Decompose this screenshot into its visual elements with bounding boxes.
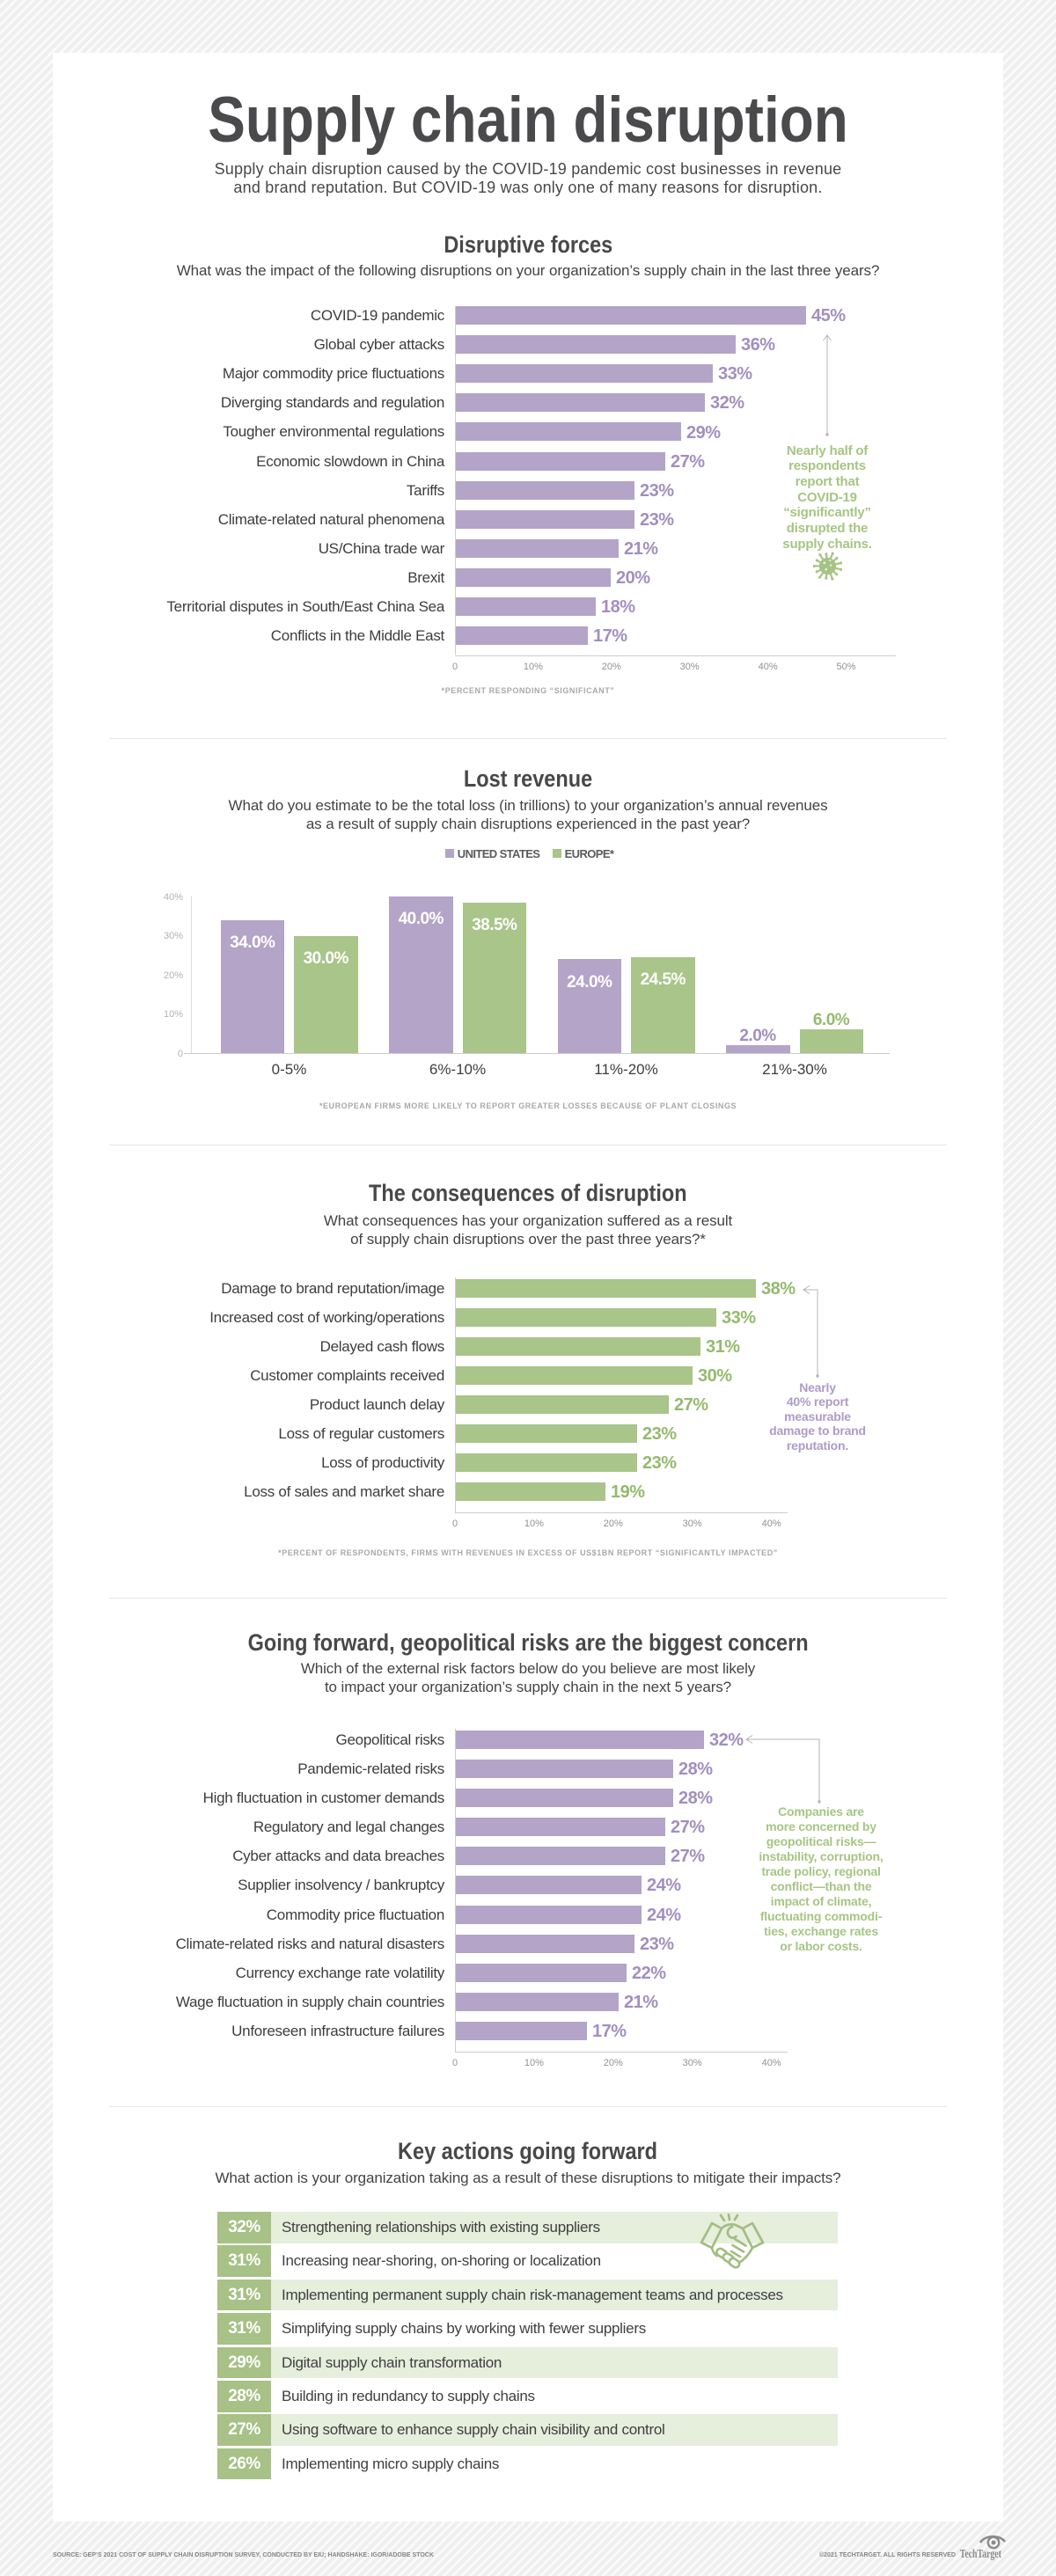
svg-text:TechTarget: TechTarget	[960, 2546, 1001, 2560]
